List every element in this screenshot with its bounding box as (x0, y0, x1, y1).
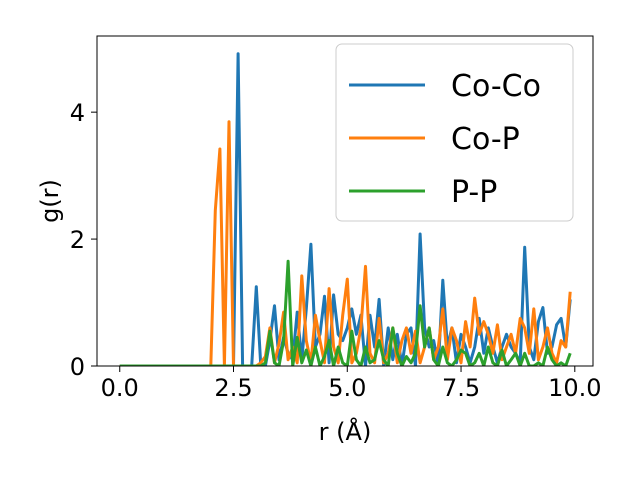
x-tick-label: 5.0 (328, 374, 366, 402)
x-tick-label: 10.0 (548, 374, 601, 402)
series-line-p-p (119, 259, 572, 366)
x-tick-label: 0.0 (101, 374, 139, 402)
y-tick-label: 0 (70, 353, 85, 381)
legend-label-co-p: Co-P (451, 122, 520, 157)
x-tick-label: 2.5 (214, 374, 252, 402)
y-tick-label: 2 (70, 226, 85, 254)
x-axis-ticks: 0.0 2.5 5.0 7.5 10.0 (101, 366, 602, 402)
y-axis-ticks: 0 2 4 (70, 99, 97, 381)
y-axis-label: g(r) (36, 179, 64, 223)
legend-box (335, 43, 574, 222)
plot-frame (96, 35, 594, 367)
x-tick-label: 7.5 (442, 374, 480, 402)
legend-label-p-p: P-P (451, 175, 497, 210)
series-layer (119, 52, 572, 366)
y-tick-label: 4 (70, 99, 85, 127)
legend-label-co-co: Co-Co (451, 69, 541, 104)
legend: Co-Co Co-P P-P (335, 43, 574, 222)
x-axis-label: r (Å) (319, 417, 372, 446)
